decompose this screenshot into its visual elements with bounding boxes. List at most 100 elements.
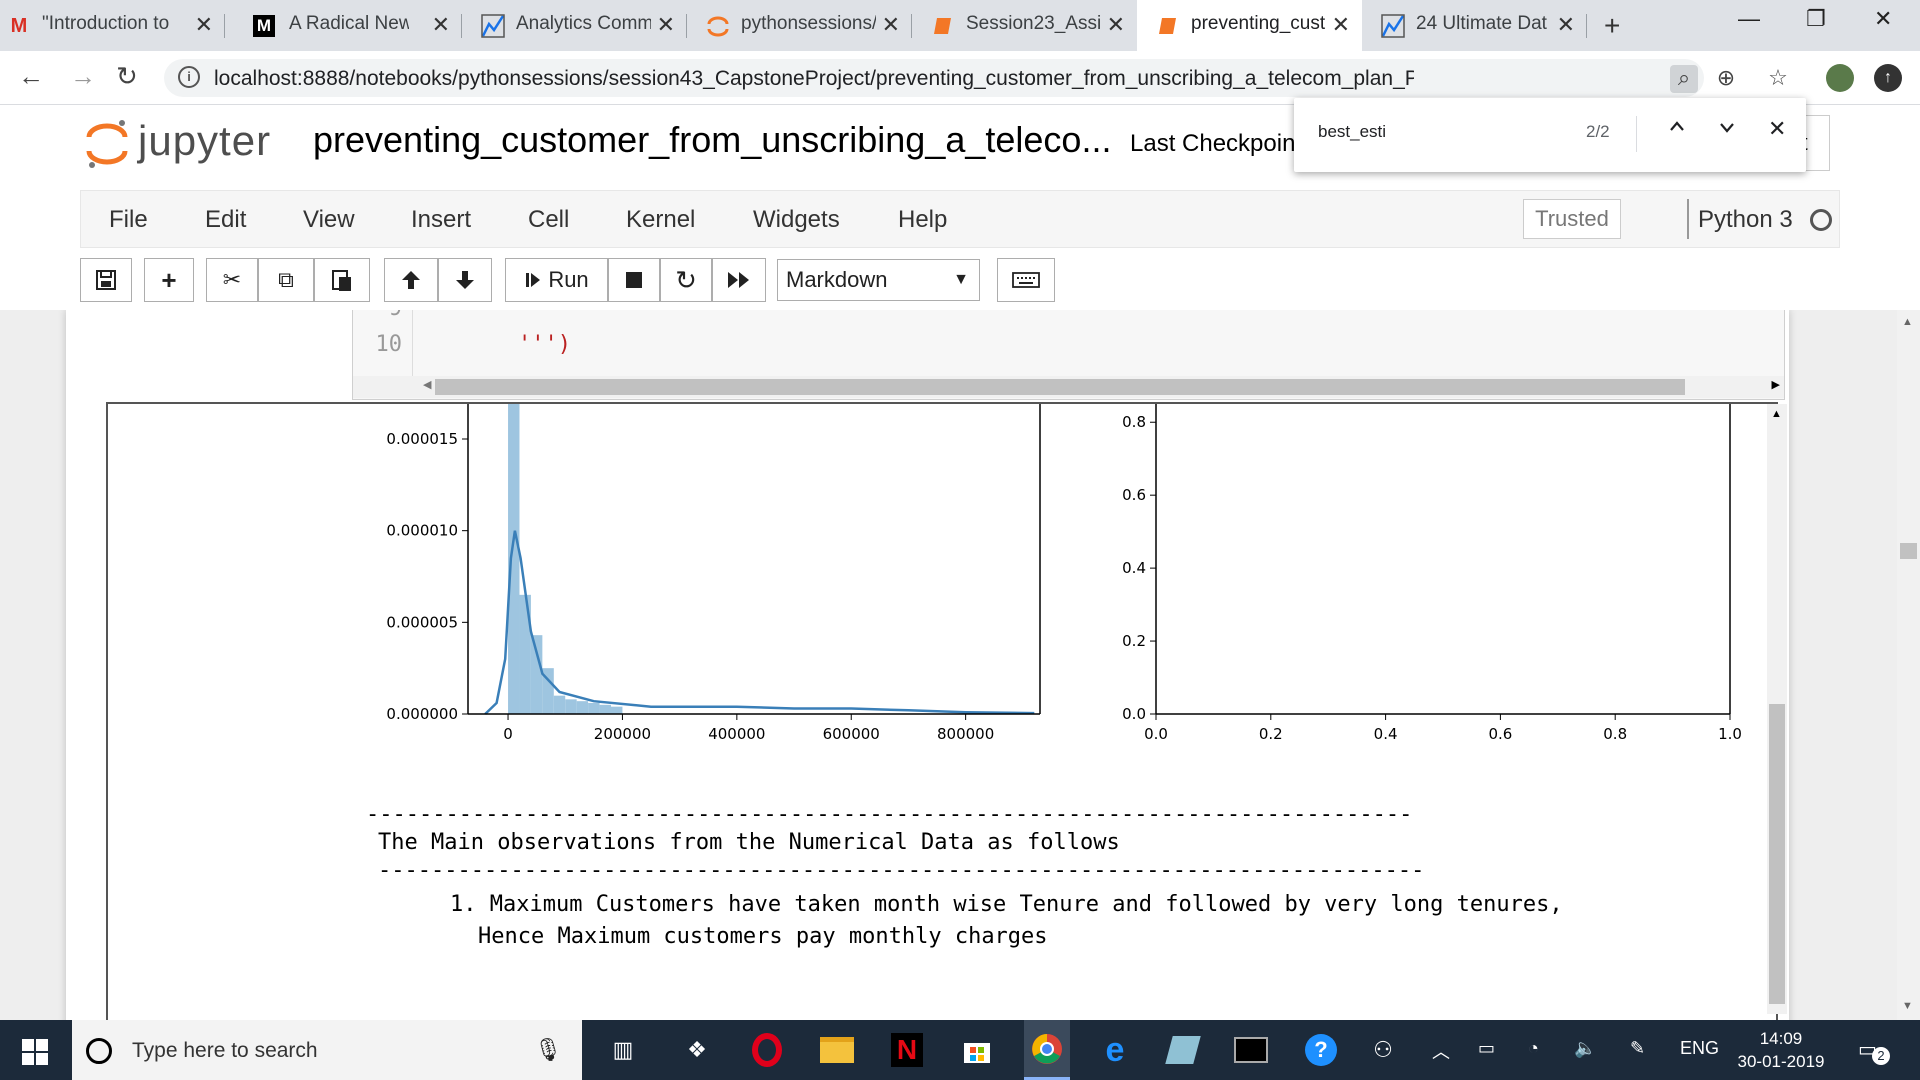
url-field[interactable]: i localhost:8888/notebooks/pythonsession… (164, 59, 1788, 97)
dropbox-icon[interactable]: ❖ (687, 1037, 707, 1062)
profile-avatar[interactable] (1826, 64, 1854, 92)
move-down-button[interactable] (438, 258, 492, 302)
chrome-icon[interactable] (1024, 1020, 1070, 1080)
output-vertical-scrollbar[interactable]: ▲ (1767, 404, 1787, 1014)
y-tick-label: 0.4 (1122, 559, 1146, 577)
reload-button[interactable]: ↻ (116, 61, 138, 91)
browser-tab[interactable]: pythonsessions/ ✕ (687, 0, 912, 51)
language-indicator[interactable]: ENG (1680, 1038, 1720, 1058)
taskbar-search-box[interactable]: Type here to search 🎙 (72, 1020, 582, 1080)
command-palette-button[interactable] (997, 258, 1055, 302)
menu-view[interactable]: View (303, 206, 355, 233)
zoom-icon[interactable]: ⊕ (1716, 65, 1736, 90)
close-tab-icon[interactable]: ✕ (1556, 12, 1575, 37)
scroll-thumb[interactable] (1769, 704, 1785, 1004)
page-vertical-scrollbar[interactable]: ▲ ▼ (1897, 310, 1920, 1020)
browser-tab[interactable]: Session23_Assig ✕ (912, 0, 1137, 51)
x-tick-label: 600000 (823, 725, 880, 743)
insert-cell-button[interactable]: + (144, 258, 194, 302)
scroll-up-icon[interactable]: ▲ (1771, 408, 1782, 420)
scroll-thumb[interactable] (435, 379, 1685, 395)
file-explorer-icon[interactable] (818, 1032, 856, 1068)
menu-insert[interactable]: Insert (411, 206, 472, 233)
interrupt-button[interactable] (608, 258, 660, 302)
restart-run-all-button[interactable] (712, 258, 766, 302)
edge-icon[interactable]: e (1105, 1030, 1125, 1069)
cut-button[interactable]: ✂ (206, 258, 258, 302)
volume-icon[interactable]: 🔈 (1574, 1038, 1597, 1058)
menu-edit[interactable]: Edit (205, 206, 247, 233)
close-tab-icon[interactable]: ✕ (194, 12, 213, 37)
app-icon[interactable] (1164, 1032, 1202, 1068)
close-tab-icon[interactable]: ✕ (656, 12, 675, 37)
horizontal-scrollbar[interactable]: ◀ ▶ (353, 376, 1784, 398)
find-previous-button[interactable] (1668, 116, 1686, 142)
scroll-down-icon[interactable]: ▼ (1902, 1000, 1913, 1012)
browser-tab[interactable]: M A Radical New N ✕ (225, 0, 462, 51)
restore-button[interactable]: ❐ (1806, 6, 1826, 31)
show-hidden-icons[interactable]: ︿ (1432, 1042, 1450, 1062)
store-icon[interactable] (958, 1032, 996, 1068)
find-close-button[interactable]: ✕ (1768, 116, 1787, 141)
windows-start-icon[interactable] (22, 1039, 48, 1065)
browser-tab[interactable]: Analytics Comm ✕ (462, 0, 687, 51)
trusted-indicator[interactable]: Trusted (1523, 199, 1621, 239)
save-button[interactable] (80, 258, 132, 302)
menu-cell[interactable]: Cell (528, 206, 570, 233)
find-in-page-icon[interactable]: ⌕ (1670, 65, 1698, 93)
run-button[interactable]: Run (505, 258, 608, 302)
code-cell[interactable]: 9 10 ''') ◀ ▶ (352, 310, 1785, 400)
close-window-button[interactable]: ✕ (1874, 6, 1893, 31)
terminal-icon[interactable] (1232, 1032, 1270, 1068)
browser-tab[interactable]: 24 Ultimate Dat ✕ (1362, 0, 1587, 51)
jupyter-logo-icon[interactable] (86, 117, 128, 171)
browser-tab[interactable]: M "Introduction to ✕ (0, 0, 225, 51)
x-tick-label: 400000 (708, 725, 765, 743)
cell-type-select[interactable]: Markdown ▼ (777, 259, 980, 301)
x-tick-label: 0.0 (1144, 725, 1168, 743)
menu-file[interactable]: File (109, 206, 148, 233)
notebook-title[interactable]: preventing_customer_from_unscribing_a_te… (313, 119, 1112, 160)
new-tab-button[interactable]: + (1604, 10, 1621, 41)
menu-widgets[interactable]: Widgets (753, 206, 840, 233)
restart-kernel-button[interactable]: ↻ (660, 258, 712, 302)
paste-icon (332, 270, 351, 291)
task-view-icon[interactable]: ▥ (612, 1037, 634, 1062)
update-icon[interactable]: ↑ (1874, 64, 1902, 92)
clock[interactable]: 14:09 30-01-2019 (1716, 1027, 1846, 1073)
menu-help[interactable]: Help (898, 206, 948, 233)
wifi-icon[interactable]: ◔ (1528, 1038, 1539, 1058)
minimize-button[interactable]: — (1738, 6, 1760, 31)
scroll-right-icon[interactable]: ▶ (1771, 379, 1780, 391)
info-icon[interactable]: i (178, 66, 200, 88)
move-up-button[interactable] (384, 258, 438, 302)
bookmark-star-icon[interactable]: ☆ (1768, 65, 1788, 90)
y-tick-label: 0.000015 (386, 430, 458, 448)
action-center-icon[interactable]: ▭ 2 (1858, 1035, 1890, 1065)
close-tab-icon[interactable]: ✕ (881, 12, 900, 37)
browser-tab-active[interactable]: preventing_cust ✕ (1137, 0, 1362, 51)
close-tab-icon[interactable]: ✕ (431, 12, 450, 37)
histogram-bar (508, 404, 520, 714)
netflix-icon[interactable]: N (888, 1032, 926, 1068)
battery-icon[interactable]: ▭ (1478, 1038, 1496, 1058)
copy-button[interactable]: ⧉ (258, 258, 314, 302)
find-input[interactable]: best_esti (1318, 122, 1387, 141)
find-next-button[interactable] (1718, 116, 1736, 142)
close-tab-icon[interactable]: ✕ (1331, 12, 1350, 37)
scroll-up-icon[interactable]: ▲ (1902, 316, 1913, 328)
paste-button[interactable] (314, 258, 370, 302)
help-icon[interactable]: ? (1302, 1032, 1340, 1068)
jupyter-logo-text[interactable]: jupyter (138, 117, 272, 164)
forward-button[interactable]: → (70, 61, 96, 91)
menu-kernel[interactable]: Kernel (626, 206, 696, 233)
scroll-thumb[interactable] (1900, 543, 1917, 559)
microphone-icon[interactable]: 🎙 (534, 1037, 562, 1062)
opera-icon[interactable] (748, 1032, 786, 1068)
back-button[interactable]: ← (18, 61, 44, 91)
people-icon[interactable]: ⚇ (1373, 1037, 1393, 1062)
scroll-left-icon[interactable]: ◀ (423, 379, 432, 391)
close-tab-icon[interactable]: ✕ (1106, 12, 1125, 37)
pen-icon[interactable]: ✎ (1630, 1038, 1646, 1058)
code-text: ''') (518, 332, 571, 357)
